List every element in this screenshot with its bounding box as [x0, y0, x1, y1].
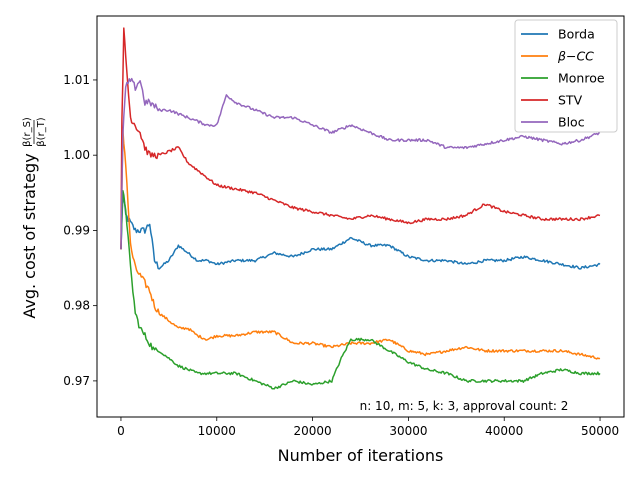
y-tick-label: 1.01	[63, 73, 90, 87]
series-line--cc	[120, 129, 601, 360]
x-tick-label: 50000	[581, 424, 619, 438]
series-line-monroe	[120, 190, 601, 390]
legend-label: β−CC	[557, 49, 594, 64]
y-tick-label: 0.97	[63, 374, 90, 388]
plot-frame	[96, 15, 625, 418]
legend-label: Monroe	[558, 71, 605, 86]
x-tick-label: 10000	[198, 424, 236, 438]
x-tick-label: 0	[117, 424, 125, 438]
y-axis-label-group: Avg. cost of strategy β(r_S) β(r_T)	[20, 117, 47, 319]
series-line-bloc	[120, 77, 601, 250]
x-tick-label: 30000	[389, 424, 427, 438]
x-tick-label: 20000	[293, 424, 331, 438]
series-line-stv	[120, 27, 601, 250]
parameters-annotation: n: 10, m: 5, k: 3, approval count: 2	[360, 399, 569, 413]
y-tick-label: 1.00	[63, 148, 90, 162]
y-tick-label: 0.98	[63, 299, 90, 313]
legend-label: Bloc	[558, 115, 585, 130]
y-tick-label: 0.99	[63, 223, 90, 237]
y-axis-label-numerator: β(r_S)	[22, 117, 33, 147]
y-axis-label: Avg. cost of strategy	[20, 153, 39, 318]
legend-label: STV	[558, 93, 583, 108]
series-line-borda	[120, 193, 601, 270]
x-tick-label: 40000	[485, 424, 523, 438]
x-axis-label: Number of iterations	[278, 446, 444, 465]
legend: Borda β−CC Monroe STV Bloc	[514, 19, 618, 133]
series-layer	[120, 27, 601, 390]
legend-label: Borda	[558, 27, 595, 42]
axes-layer: 0 10000 20000 30000 40000 50000 0.97 0.98 0.99 1.…	[63, 15, 625, 438]
legend-frame	[514, 19, 618, 133]
y-axis-label-denominator: β(r_T)	[36, 117, 47, 147]
